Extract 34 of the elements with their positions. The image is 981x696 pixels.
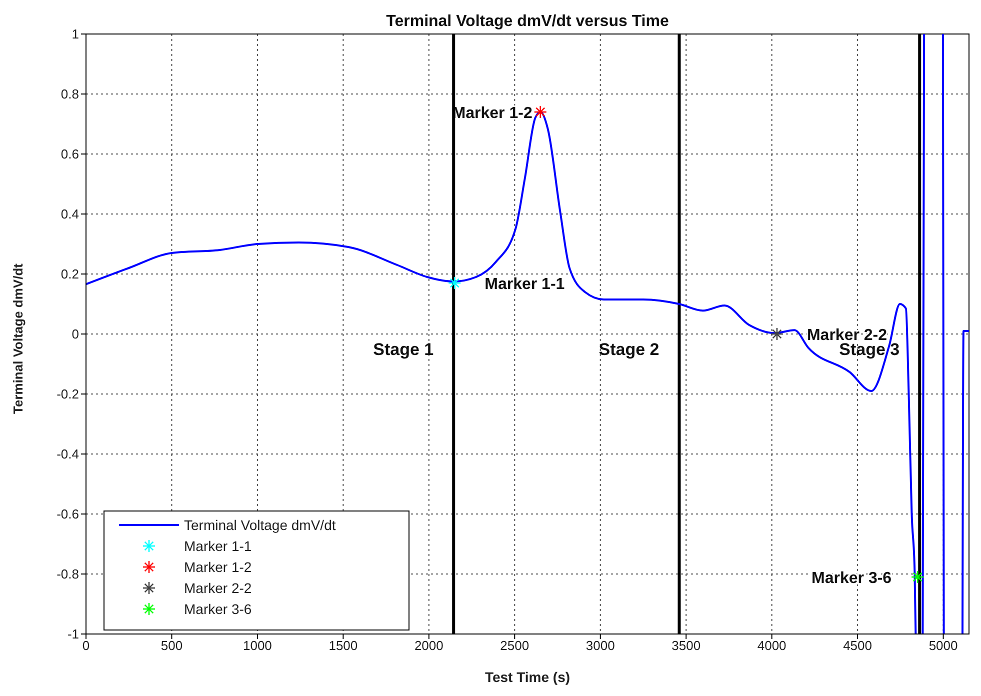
legend-label: Terminal Voltage dmV/dt — [184, 517, 336, 533]
legend-label: Marker 3-6 — [184, 601, 252, 617]
x-tick-label: 2500 — [500, 638, 530, 654]
annotation: Marker 3-6 — [812, 570, 892, 587]
y-tick-label: 0 — [72, 326, 79, 342]
annotation: Marker 1-1 — [484, 276, 565, 293]
y-tick-label: 0.2 — [60, 266, 79, 282]
y-tick-label: 1 — [72, 26, 79, 42]
ref-line-label: Stage 1 — [373, 340, 434, 359]
x-tick-label: 1000 — [242, 638, 272, 654]
legend-label: Marker 1-1 — [184, 538, 252, 554]
x-tick-label: 2000 — [414, 638, 444, 654]
x-tick-label: 1500 — [328, 638, 358, 654]
y-tick-label: 0.6 — [60, 146, 79, 162]
x-tick-label: 3000 — [586, 638, 615, 654]
y-tick-label: -0.4 — [56, 446, 79, 462]
legend-label: Marker 2-2 — [184, 580, 252, 596]
ref-line-label: Stage 2 — [598, 340, 660, 359]
x-tick-label: 3500 — [672, 638, 701, 654]
y-tick-label: 0.4 — [60, 206, 79, 222]
y-tick-label: -0.2 — [56, 386, 79, 402]
y-tick-label: -0.8 — [56, 566, 79, 582]
y-tick-label: -1 — [67, 626, 79, 642]
x-tick-label: 500 — [160, 638, 183, 654]
x-tick-label: 4000 — [757, 638, 786, 654]
x-tick-label: 0 — [82, 638, 90, 654]
x-tick-label: 4500 — [843, 638, 872, 654]
legend-label: Marker 1-2 — [184, 559, 252, 575]
chart-title: Terminal Voltage dmV/dt versus Time — [386, 13, 669, 30]
y-tick-label: -0.6 — [56, 506, 79, 522]
y-tick-label: 0.8 — [60, 86, 79, 102]
x-tick-label: 5000 — [928, 638, 958, 654]
y-axis-title: Terminal Voltage dmV/dt — [10, 262, 26, 414]
x-axis-title: Test Time (s) — [484, 669, 570, 685]
